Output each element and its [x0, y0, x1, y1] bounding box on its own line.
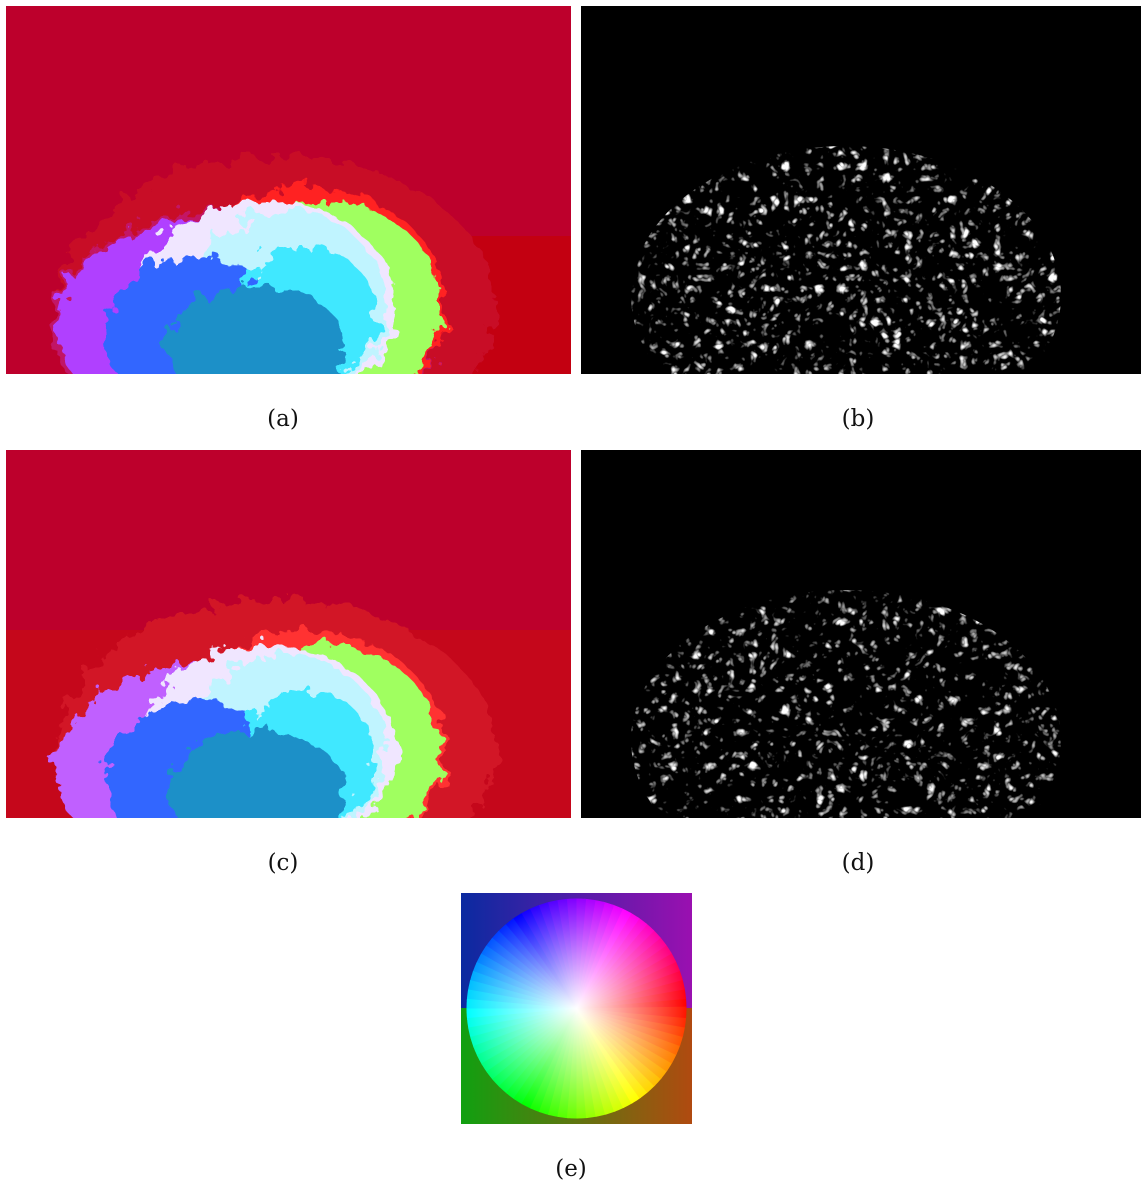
error-map-b — [581, 6, 1141, 374]
flow-image-a — [6, 6, 571, 374]
color-wheel-key — [461, 893, 692, 1124]
caption-b: (b) — [841, 406, 875, 432]
caption-a: (a) — [267, 406, 299, 432]
flow-image-c — [6, 450, 571, 818]
caption-d: (d) — [841, 850, 875, 876]
caption-e: (e) — [555, 1156, 587, 1182]
caption-c: (c) — [267, 850, 299, 876]
error-map-d — [581, 450, 1141, 818]
